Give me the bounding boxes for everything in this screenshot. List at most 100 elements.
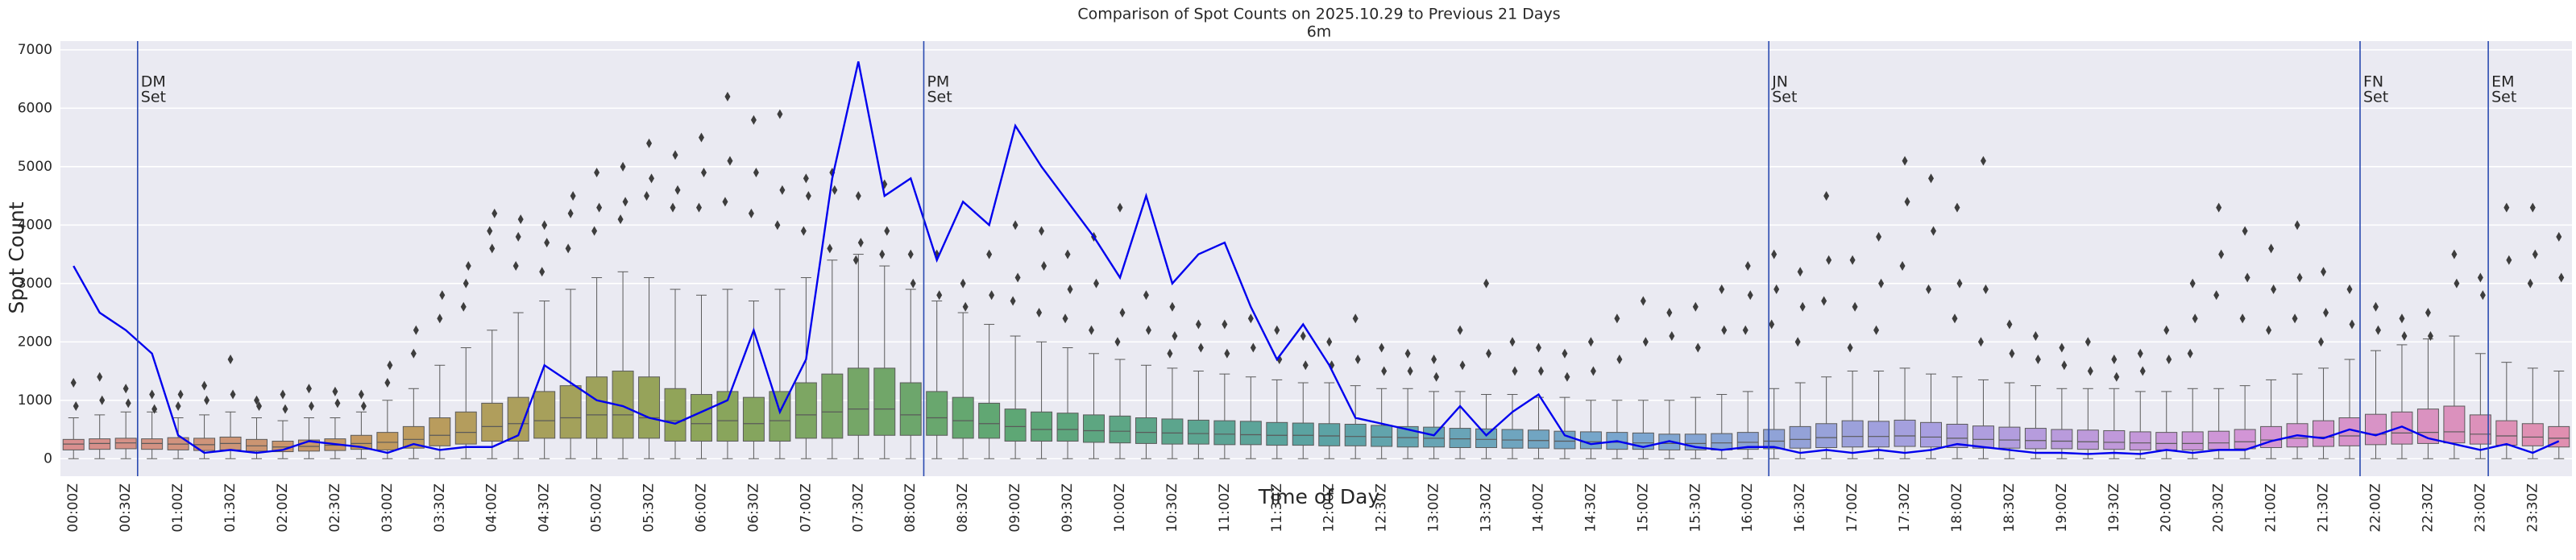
outlier	[1562, 348, 1568, 359]
outlier	[515, 231, 521, 242]
box	[1083, 414, 1105, 443]
outlier	[1797, 267, 1803, 277]
x-tick-label: 15:00Z	[1635, 483, 1651, 533]
outlier	[1062, 313, 1068, 324]
x-tick-label: 01:30Z	[222, 483, 239, 533]
box	[481, 402, 504, 442]
box	[62, 438, 85, 450]
x-tick-label: 04:30Z	[537, 483, 553, 533]
outlier	[1407, 366, 1413, 376]
outlier	[622, 197, 628, 207]
outlier	[570, 191, 576, 201]
x-tick-label: 09:00Z	[1007, 483, 1023, 533]
x-axis-label: Time of Day	[1258, 485, 1380, 508]
x-tick-label: 08:00Z	[902, 483, 919, 533]
outlier	[1614, 313, 1620, 324]
outlier	[674, 185, 681, 195]
chart-title: Comparison of Spot Counts on 2025.10.29 …	[1077, 6, 1560, 23]
outlier	[1823, 191, 1830, 201]
outlier	[2529, 202, 2536, 213]
outlier	[1224, 348, 1230, 359]
box	[2391, 411, 2413, 445]
outlier	[1431, 355, 1437, 365]
box	[1031, 411, 1053, 442]
outlier	[2035, 355, 2041, 365]
y-tick-label: 5000	[18, 159, 52, 175]
outlier	[832, 185, 838, 195]
x-tick-label: 05:00Z	[589, 483, 605, 533]
outlier	[254, 395, 260, 405]
box	[1056, 413, 1079, 442]
outlier	[1197, 342, 1204, 353]
box	[638, 376, 661, 439]
outlier	[827, 243, 833, 254]
outlier	[2032, 331, 2039, 342]
x-tick-label: 21:00Z	[2263, 483, 2279, 533]
outlier	[2318, 337, 2325, 347]
y-tick-label: 6000	[18, 100, 52, 116]
outlier	[2009, 348, 2015, 359]
outlier	[2192, 313, 2198, 324]
outlier	[750, 114, 757, 125]
box	[664, 388, 687, 442]
x-tick-label: 16:00Z	[1740, 483, 1756, 533]
outlier	[2266, 325, 2272, 335]
outlier	[2059, 342, 2065, 353]
box	[1868, 421, 1890, 448]
outlier	[256, 401, 263, 412]
box	[1998, 426, 2021, 449]
outlier	[2084, 337, 2091, 347]
x-tick-label: 19:00Z	[2054, 483, 2070, 533]
outlier	[2137, 348, 2143, 359]
outlier	[805, 191, 811, 201]
x-tick-label: 14:30Z	[1583, 483, 1599, 533]
box	[1920, 421, 1943, 448]
outlier	[2006, 319, 2013, 330]
y-tick-label: 2000	[18, 334, 52, 350]
outlier	[334, 398, 341, 409]
outlier	[2556, 231, 2562, 242]
outlier	[387, 360, 393, 371]
outlier	[1952, 313, 1958, 324]
outlier	[2558, 272, 2565, 283]
box	[873, 367, 896, 436]
box	[2313, 420, 2335, 447]
outlier	[410, 348, 417, 359]
outlier	[1956, 278, 1963, 288]
box	[1187, 419, 1209, 445]
outlier	[2166, 355, 2172, 365]
outlier	[1977, 337, 1984, 347]
outlier	[125, 398, 131, 409]
x-tick-label: 03:00Z	[380, 483, 396, 533]
outlier	[986, 249, 993, 259]
x-tick-label: 06:30Z	[745, 483, 761, 533]
outlier	[700, 168, 707, 178]
box	[926, 391, 948, 436]
outlier	[2292, 313, 2298, 324]
outlier	[2271, 284, 2277, 295]
box	[2076, 429, 2099, 450]
outlier	[282, 404, 288, 414]
outlier	[1876, 231, 1882, 242]
box	[1396, 425, 1419, 448]
x-tick-label: 12:30Z	[1374, 483, 1390, 533]
x-tick-label: 18:00Z	[1949, 483, 1965, 533]
box	[1292, 422, 1314, 446]
outlier	[1509, 337, 1516, 347]
outlier	[1669, 331, 1675, 342]
box	[2443, 405, 2466, 444]
outlier	[803, 173, 809, 184]
box	[1449, 428, 1471, 448]
box	[2051, 429, 2073, 450]
outlier	[1719, 284, 1725, 295]
box	[246, 438, 268, 452]
outlier	[2527, 278, 2533, 288]
outlier	[517, 214, 524, 225]
annotation-text: Set	[2363, 89, 2388, 106]
outlier	[591, 226, 598, 236]
outlier	[2111, 355, 2118, 365]
outlier	[1302, 360, 1309, 371]
outlier	[565, 243, 571, 254]
outlier	[960, 278, 966, 288]
outlier	[1354, 355, 1361, 365]
